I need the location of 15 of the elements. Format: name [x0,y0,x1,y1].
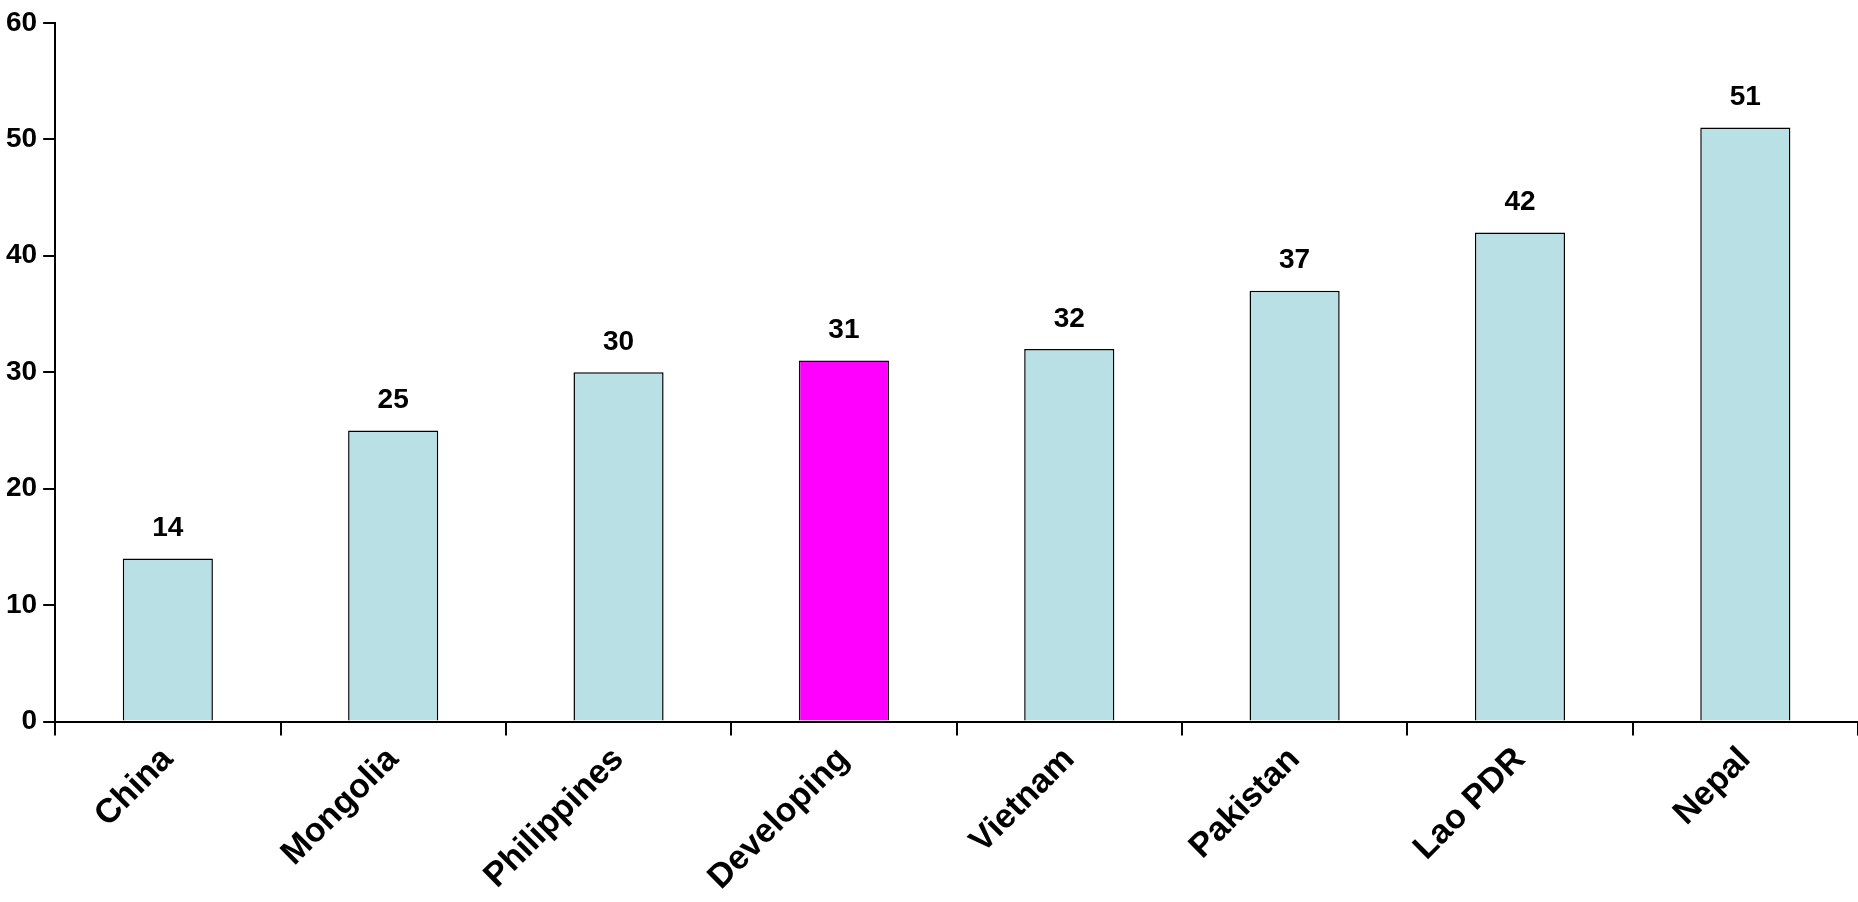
data-label: 25 [377,383,409,415]
data-label: 31 [828,313,860,345]
y-tick-label: 10 [5,587,38,619]
data-label: 37 [1279,243,1311,275]
data-label: 42 [1504,185,1536,217]
y-tick-label: 30 [5,354,38,386]
data-label: 30 [602,324,635,356]
data-label: 32 [1053,301,1085,333]
y-tick-label: 0 [21,704,38,736]
y-tick-label: 40 [5,238,38,270]
data-label: 14 [152,511,184,543]
y-tick-label: 50 [5,121,38,153]
data-label: 51 [1729,80,1761,112]
y-tick-label: 20 [5,471,38,503]
y-tick-label: 60 [5,5,38,37]
